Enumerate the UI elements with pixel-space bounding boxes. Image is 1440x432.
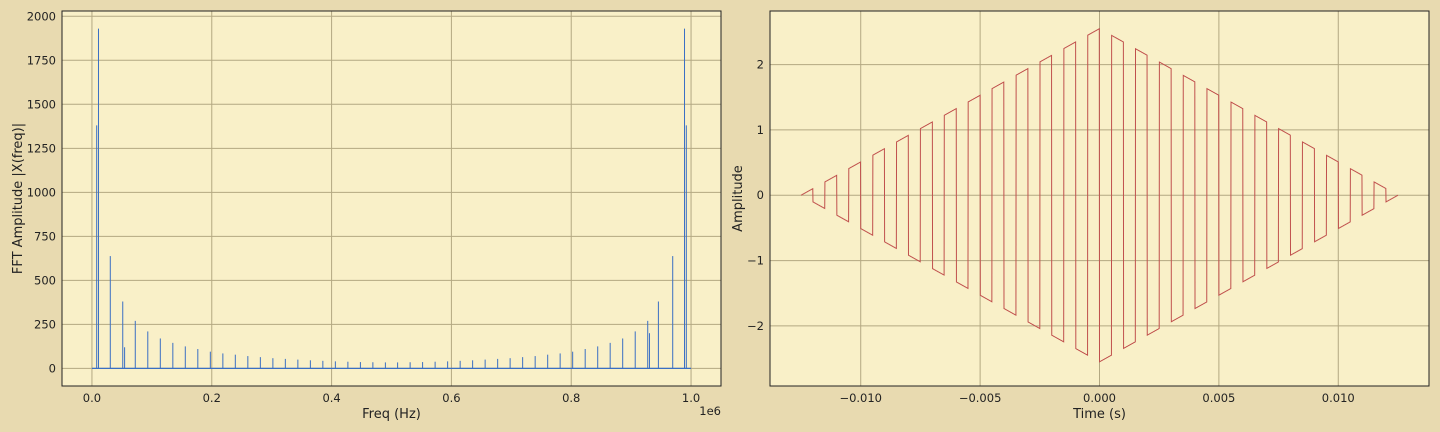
signal-y-tick-label: 0 bbox=[757, 188, 764, 202]
fft-x-tick-label: 0.6 bbox=[442, 391, 460, 405]
fft-plot: 0.0 0.2 0.4 0.6 0.8 1.0 0 250 500 750 1000 1250 150… bbox=[11, 9, 722, 422]
fft-y-tick-label: 1750 bbox=[27, 53, 56, 67]
signal-y-tick-label: 2 bbox=[757, 58, 764, 72]
signal-series bbox=[800, 27, 1399, 363]
signal-plot: −0.010 −0.005 0.000 0.005 0.010 −2 −1 0 1 2 Time… bbox=[731, 10, 1430, 422]
fft-y-tick-label: 0 bbox=[49, 361, 56, 375]
signal-x-tick-label: 0.005 bbox=[1202, 391, 1235, 405]
signal-x-tick-label: 0.010 bbox=[1322, 391, 1355, 405]
fft-y-ticks: 0 250 500 750 1000 1250 1500 1750 2000 bbox=[27, 9, 56, 375]
fft-series bbox=[91, 28, 692, 369]
signal-y-tick-label: −2 bbox=[747, 319, 764, 333]
fft-x-ticks: 0.0 0.2 0.4 0.6 0.8 1.0 bbox=[83, 391, 700, 405]
fft-y-tick-label: 1250 bbox=[27, 141, 56, 155]
signal-x-axis-label: Time (s) bbox=[1072, 407, 1126, 422]
fft-y-tick-label: 750 bbox=[34, 229, 56, 243]
fft-y-tick-label: 2000 bbox=[27, 9, 56, 23]
signal-line bbox=[800, 27, 1399, 363]
signal-y-tick-label: −1 bbox=[747, 254, 764, 268]
fft-plot-frame bbox=[61, 10, 722, 387]
fft-y-tick-label: 500 bbox=[34, 273, 56, 287]
signal-y-ticks: −2 −1 0 1 2 bbox=[747, 58, 764, 333]
signal-plot-frame bbox=[769, 10, 1430, 387]
fft-x-tick-label: 0.2 bbox=[203, 391, 221, 405]
signal-y-axis-label: Amplitude bbox=[731, 165, 746, 232]
fft-y-tick-label: 1500 bbox=[27, 97, 56, 111]
signal-x-tick-label: −0.005 bbox=[959, 391, 1002, 405]
fft-y-axis-label: FFT Amplitude |X(freq)| bbox=[11, 123, 26, 274]
fft-x-tick-label: 0.4 bbox=[322, 391, 340, 405]
fft-grid bbox=[62, 11, 721, 386]
fft-y-tick-label: 250 bbox=[34, 317, 56, 331]
fft-x-tick-label: 0.8 bbox=[562, 391, 580, 405]
fft-x-axis-label: Freq (Hz) bbox=[362, 407, 421, 422]
fft-x-tick-label: 0.0 bbox=[83, 391, 101, 405]
fft-x-tick-label: 1.0 bbox=[682, 391, 700, 405]
signal-x-ticks: −0.010 −0.005 0.000 0.005 0.010 bbox=[839, 391, 1354, 405]
fft-y-tick-label: 1000 bbox=[27, 185, 56, 199]
fft-x-offset-label: 1e6 bbox=[699, 404, 721, 418]
signal-y-tick-label: 1 bbox=[757, 123, 764, 137]
signal-x-tick-label: −0.010 bbox=[839, 391, 882, 405]
signal-x-tick-label: 0.000 bbox=[1083, 391, 1116, 405]
fft-plot-area bbox=[62, 11, 721, 386]
